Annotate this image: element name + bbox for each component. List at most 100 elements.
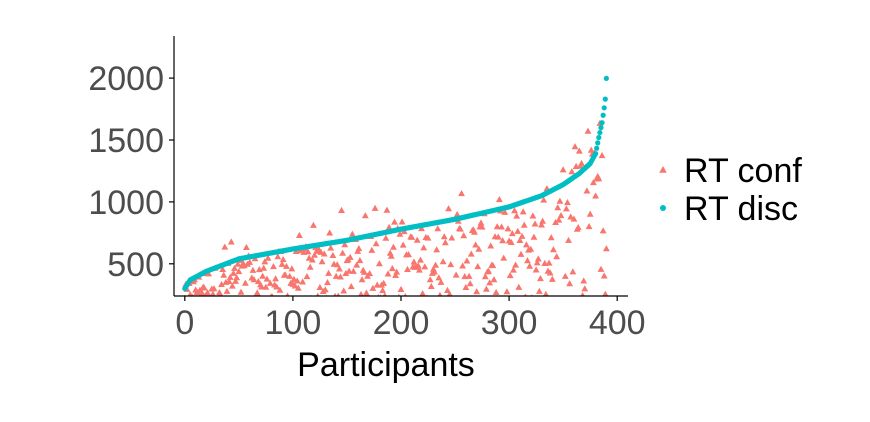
rt-conf-point xyxy=(325,269,332,276)
rt-conf-point xyxy=(548,275,556,282)
x-axis-title: Participants xyxy=(297,346,475,384)
rt-conf-point xyxy=(294,284,302,291)
rt-conf-point xyxy=(209,290,216,296)
rt-conf-point xyxy=(480,297,487,303)
rt-conf-point xyxy=(437,291,443,296)
rt-conf-point xyxy=(559,297,566,303)
rt-conf-point xyxy=(453,210,461,218)
rt-conf-point xyxy=(462,283,470,291)
rt-conf-point xyxy=(443,296,450,302)
rt-conf-point xyxy=(282,262,290,269)
rt-conf-point xyxy=(551,297,558,303)
rt-disc-point xyxy=(597,129,603,136)
rt-conf-point xyxy=(382,234,390,241)
rt-disc-point xyxy=(603,75,609,82)
rt-conf-point xyxy=(526,262,534,269)
rt-conf-point xyxy=(437,278,445,285)
rt-conf-point xyxy=(232,277,240,284)
rt-conf-point xyxy=(413,236,421,243)
rt-conf-point xyxy=(457,225,464,232)
rt-conf-point xyxy=(198,289,206,296)
rt-conf-point xyxy=(351,297,358,303)
rt-conf-point xyxy=(316,283,324,290)
rt-conf-point xyxy=(486,279,494,286)
rt-conf-point xyxy=(285,292,290,296)
rt-conf-point xyxy=(358,290,364,296)
rt-conf-point xyxy=(264,254,272,261)
rt-conf-point xyxy=(270,293,274,296)
rt-conf-point xyxy=(471,228,478,235)
rt-conf-point xyxy=(448,234,456,241)
rt-conf-point xyxy=(391,218,398,225)
rt-conf-point xyxy=(426,297,433,303)
rt-conf-point xyxy=(547,234,555,241)
rt-conf-point xyxy=(417,256,424,263)
rt-conf-point xyxy=(332,272,340,279)
rt-conf-point xyxy=(226,273,234,280)
y-tick-label: 1000 xyxy=(88,184,164,222)
rt-conf-point xyxy=(465,297,472,303)
rt-conf-point xyxy=(552,218,559,226)
rt-conf-point xyxy=(472,241,480,248)
rt-conf-point xyxy=(200,284,208,291)
rt-conf-series xyxy=(182,119,610,303)
rt-conf-point xyxy=(529,212,537,219)
rt-conf-point xyxy=(218,280,225,287)
rt-conf-point xyxy=(259,272,267,279)
rt-conf-point xyxy=(446,290,453,296)
rt-conf-point xyxy=(350,267,357,274)
rt-conf-point xyxy=(365,296,372,302)
rt-conf-point xyxy=(523,293,527,296)
rt-conf-point xyxy=(431,268,438,275)
rt-conf-point xyxy=(527,245,535,252)
rt-conf-point xyxy=(421,263,429,270)
plot-area xyxy=(182,75,610,303)
rt-conf-point xyxy=(451,297,458,303)
rt-disc-series xyxy=(182,75,609,292)
rt-conf-point xyxy=(293,277,301,284)
rt-conf-point xyxy=(567,213,575,220)
rt-conf-point xyxy=(498,223,505,230)
rt-conf-point xyxy=(514,227,522,234)
rt-conf-point xyxy=(355,244,363,252)
rt-conf-point xyxy=(390,243,397,250)
rt-conf-point xyxy=(555,216,563,223)
rt-conf-point xyxy=(406,297,413,303)
rt-conf-point xyxy=(574,224,582,231)
rt-conf-point xyxy=(399,241,407,248)
rt-conf-point xyxy=(513,212,521,219)
rt-conf-point xyxy=(554,204,562,211)
rt-conf-point xyxy=(584,127,592,134)
rt-conf-point xyxy=(535,287,543,294)
rt-conf-point xyxy=(369,284,377,291)
rt-conf-point xyxy=(592,192,599,199)
rt-conf-point xyxy=(231,264,238,271)
rt-conf-point xyxy=(473,288,481,295)
rt-conf-point xyxy=(504,225,512,232)
rt-conf-point xyxy=(279,255,287,263)
rt-conf-point xyxy=(465,272,473,279)
rt-conf-point xyxy=(408,233,416,240)
rt-conf-point xyxy=(478,223,486,230)
rt-conf-point xyxy=(361,212,369,219)
rt-conf-point xyxy=(233,274,241,281)
rt-conf-point xyxy=(586,210,594,217)
rt-conf-point xyxy=(578,159,585,167)
rt-disc-point xyxy=(601,105,607,111)
rt-conf-point xyxy=(493,223,501,230)
rt-conf-point xyxy=(227,238,235,245)
rt-conf-point xyxy=(219,265,227,273)
rt-conf-point xyxy=(583,187,591,194)
rt-conf-point xyxy=(433,246,441,253)
y-tick-label: 1500 xyxy=(88,122,164,160)
rt-conf-point xyxy=(384,270,392,277)
rt-conf-point xyxy=(534,255,542,262)
rt-conf-point xyxy=(539,217,547,224)
rt-conf-point xyxy=(263,275,271,282)
rt-conf-point xyxy=(595,175,603,182)
rt-conf-point xyxy=(569,268,577,275)
legend-marker-rt-disc xyxy=(660,205,666,211)
rt-conf-point xyxy=(220,271,228,278)
rt-conf-point xyxy=(221,243,229,250)
